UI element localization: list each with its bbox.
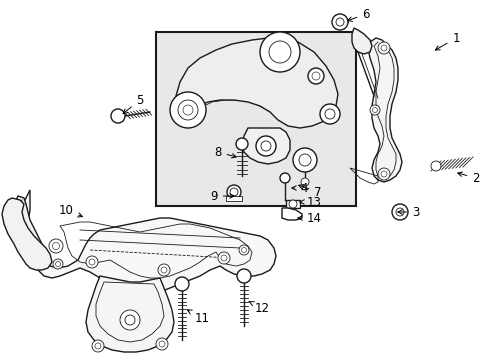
Circle shape (260, 32, 299, 72)
Polygon shape (18, 190, 275, 296)
Circle shape (311, 72, 319, 80)
Circle shape (53, 259, 63, 269)
Bar (156, 32, 355, 206)
Circle shape (335, 18, 343, 26)
Circle shape (301, 178, 308, 186)
Circle shape (229, 188, 238, 196)
Circle shape (292, 148, 316, 172)
Polygon shape (282, 208, 302, 220)
Circle shape (298, 154, 310, 166)
Circle shape (49, 239, 63, 253)
Circle shape (178, 100, 198, 120)
Circle shape (161, 267, 167, 273)
Text: 7: 7 (298, 185, 321, 198)
Text: 5: 5 (123, 94, 143, 114)
Circle shape (170, 92, 205, 128)
Circle shape (158, 264, 170, 276)
Polygon shape (351, 28, 371, 54)
Circle shape (226, 185, 241, 199)
Text: 4: 4 (291, 181, 307, 194)
Circle shape (120, 310, 140, 330)
Text: 6: 6 (347, 8, 369, 21)
Circle shape (256, 136, 275, 156)
Text: 9: 9 (210, 189, 234, 202)
Circle shape (86, 256, 98, 268)
Text: 8: 8 (214, 145, 236, 158)
Polygon shape (367, 38, 401, 182)
Text: 10: 10 (59, 203, 82, 217)
Circle shape (89, 259, 95, 265)
Circle shape (377, 168, 389, 180)
Circle shape (237, 269, 250, 283)
Circle shape (331, 14, 347, 30)
Circle shape (307, 68, 324, 84)
Circle shape (175, 277, 189, 291)
Circle shape (325, 109, 334, 119)
Circle shape (280, 173, 289, 183)
Polygon shape (174, 38, 337, 128)
Circle shape (319, 104, 339, 124)
Text: 3: 3 (397, 206, 419, 219)
Text: 12: 12 (248, 302, 269, 315)
Text: 14: 14 (297, 212, 321, 225)
Bar (285, 200, 299, 208)
Circle shape (241, 248, 246, 252)
Polygon shape (86, 276, 174, 352)
Polygon shape (2, 198, 52, 270)
Circle shape (125, 315, 135, 325)
Text: 2: 2 (457, 171, 479, 185)
Circle shape (377, 42, 389, 54)
Circle shape (288, 200, 296, 208)
Circle shape (111, 109, 125, 123)
Polygon shape (12, 196, 44, 258)
Circle shape (391, 204, 407, 220)
Circle shape (218, 252, 229, 264)
Circle shape (236, 138, 247, 150)
Text: 11: 11 (187, 310, 209, 324)
Circle shape (221, 255, 226, 261)
Circle shape (430, 161, 440, 171)
Text: 1: 1 (434, 32, 459, 50)
Circle shape (395, 208, 403, 216)
Circle shape (268, 41, 290, 63)
Bar (225, 196, 242, 201)
Text: 13: 13 (299, 195, 321, 208)
Circle shape (183, 105, 193, 115)
Circle shape (159, 341, 164, 347)
Circle shape (52, 243, 60, 249)
Circle shape (156, 338, 168, 350)
Polygon shape (242, 128, 289, 164)
Circle shape (369, 105, 379, 115)
Circle shape (55, 261, 61, 266)
Circle shape (239, 245, 248, 255)
Circle shape (261, 141, 270, 151)
Circle shape (92, 340, 104, 352)
Circle shape (95, 343, 101, 349)
